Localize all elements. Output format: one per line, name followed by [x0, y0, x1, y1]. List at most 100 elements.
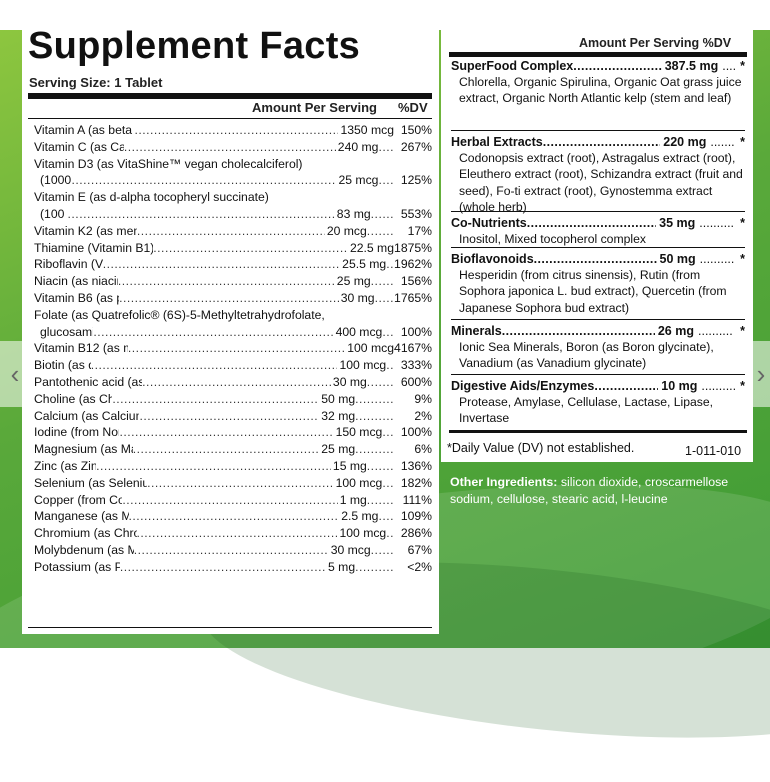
blend-ingredients: Codonopsis extract (root), Astragalus ex… — [459, 151, 743, 214]
blend-name: Digestive Aids/Enzymes — [451, 379, 595, 393]
blend-section: Bioflavonoids 50 mg.......... * Hesperidin … — [451, 251, 745, 316]
nutrient-name: (1000 IU) — [40, 173, 72, 188]
leader-dots-short: .......... — [355, 391, 394, 406]
blend-heading: Digestive Aids/Enzymes 10 mg..........* — [451, 378, 745, 394]
leader-dots-short: .......... — [355, 442, 394, 457]
right-bottom-divider — [449, 430, 747, 433]
leader-dots-short: .. — [386, 358, 394, 373]
section-divider — [451, 374, 745, 375]
nutrient-dv: 156% — [400, 274, 432, 289]
blend-amount: 26 mg — [657, 324, 694, 338]
blend-ingredients: Chlorella, Organic Spirulina, Organic Oa… — [459, 75, 742, 106]
leader-dots-short: .......... — [698, 324, 733, 338]
leader-dots-short: ...... — [370, 542, 394, 557]
leader-dots-short: ..... — [374, 290, 394, 305]
nutrient-row: Vitamin B6 (as pyridoxine HCl) 30 mg.....… — [34, 290, 432, 307]
thick-divider — [28, 93, 432, 99]
leader-dots-short: .... — [722, 59, 737, 73]
nutrient-row: Chromium (as Chromium polynicotinate) 100… — [34, 525, 432, 542]
nutrient-row: Vitamin E (as d-alpha tocopheryl succina… — [34, 189, 432, 206]
nutrient-row: Potassium (as Potassium citrate) 5 mg....… — [34, 559, 432, 576]
previous-image-button[interactable]: ‹ — [0, 341, 30, 407]
dv-header: %DV — [398, 100, 428, 115]
blend-amount: 220 mg — [663, 135, 707, 149]
blend-section: Herbal Extracts 220 mg....... * Codonopsis … — [451, 134, 745, 215]
blend-section: Digestive Aids/Enzymes 10 mg..........* Pr… — [451, 378, 745, 427]
nutrient-name: Vitamin K2 (as menaquinone-7)(VitaMK7®) — [34, 223, 137, 238]
leader-dots-short: .... — [378, 509, 394, 524]
nutrient-row: Manganese (as Manganese citrate) 2.5 mg..… — [34, 508, 432, 525]
amount-per-serving-header: Amount Per Serving — [252, 100, 377, 115]
nutrient-amount: 100 mcg — [347, 341, 394, 356]
nutrient-row: Folate (as Quatrefolic® (6S)-5-Methyltet… — [34, 307, 432, 324]
leader-dots-short: .. — [386, 526, 394, 541]
nutrient-dv: 125% — [400, 173, 432, 188]
leader-dots-short: ... — [382, 324, 394, 339]
nutrient-amount: 1 mg — [339, 492, 367, 507]
leader-dots — [119, 424, 333, 441]
leader-dots-short: .......... — [355, 559, 394, 574]
nutrient-amount: 25.5 mg — [342, 257, 387, 272]
leader-dots — [119, 290, 339, 307]
nutrient-row: Magnesium (as Magnesium oxide, citrate) 2… — [34, 441, 432, 458]
nutrient-amount: 400 mcg — [335, 324, 383, 339]
nutrient-amount: 240 mg — [337, 139, 379, 154]
nutrient-amount: 32 mg — [321, 408, 356, 423]
nutrient-amount: 1350 mcg — [340, 123, 394, 137]
nutrient-dv: 6% — [414, 442, 432, 457]
nutrient-row: glucosamine salt) 400 mcg... 100% — [34, 324, 432, 341]
nutrient-dv: 333% — [400, 358, 432, 373]
nutrient-dv: 4167% — [394, 341, 432, 356]
leader-dots-short: .. — [386, 257, 394, 272]
leader-dots — [139, 408, 319, 425]
nutrient-row: Selenium (as Selenium l-methyl selenocys… — [34, 475, 432, 492]
nutrient-name: Folate (as Quatrefolic® (6S)-5-Methyltet… — [34, 307, 325, 322]
nutrient-row: Pantothenic acid (as d-calcium pantothen… — [34, 374, 432, 391]
nutrient-amount: 15 mg — [332, 458, 367, 473]
nutrient-dv: 100% — [400, 324, 432, 339]
nutrient-row: Iodine (from North Atlantic kelp) 150 mcg… — [34, 424, 432, 441]
nutrient-name: Biotin (as d-biotin) — [34, 358, 91, 373]
section-divider — [451, 319, 745, 320]
nutrient-row: Copper (from Copper gluconate) 1 mg......… — [34, 492, 432, 509]
blend-heading: Minerals 26 mg.......... * — [451, 323, 745, 339]
nutrient-name: Iodine (from North Atlantic kelp) — [34, 425, 119, 440]
nutrient-dv: 109% — [400, 509, 432, 524]
other-ingredients-label: Other Ingredients: — [450, 475, 558, 489]
nutrient-row: Biotin (as d-biotin) 100 mcg.. 333% — [34, 357, 432, 374]
leader-dots-short: .... — [378, 139, 394, 154]
blend-section: Minerals 26 mg.......... * Ionic Sea Minera… — [451, 323, 745, 372]
supplement-facts-title: Supplement Facts — [28, 25, 361, 67]
serving-size: Serving Size: 1 Tablet — [29, 75, 163, 90]
nutrient-name: Niacin (as niacin, niacinamide) — [34, 274, 118, 289]
nutrient-dv: 100% — [400, 425, 432, 440]
next-image-button[interactable]: › — [746, 341, 770, 407]
nutrient-dv: 111% — [402, 492, 432, 507]
leader-dots — [124, 139, 336, 156]
nutrient-name: Vitamin D3 (as VitaShine™ vegan cholecal… — [34, 156, 303, 171]
nutrient-amount: 100 mcg — [339, 526, 387, 541]
nutrient-dv: 182% — [400, 475, 432, 490]
leader-dots — [134, 122, 338, 139]
nutrient-name: Copper (from Copper gluconate) — [34, 492, 123, 507]
supplement-facts-right-panel: Amount Per Serving %DV SuperFood Complex… — [441, 30, 753, 462]
other-ingredients-text: silicon dioxide, croscarmellose sodium, … — [450, 475, 729, 506]
blend-dv: * — [740, 379, 745, 393]
nutrient-amount: 30 mg — [340, 290, 375, 305]
leader-dots-short: ...... — [370, 274, 394, 289]
nutrient-dv: 1875% — [394, 240, 432, 255]
leader-dots — [142, 374, 331, 391]
nutrient-row: (1000 IU) 25 mcg.... 125% — [34, 172, 432, 189]
leader-dots — [137, 223, 325, 240]
blend-amount: 10 mg — [661, 379, 698, 393]
blend-dv: * — [740, 135, 745, 149]
leader-dots — [147, 475, 333, 492]
nutrient-amount: 25 mg — [321, 442, 356, 457]
nutrient-dv: 600% — [400, 374, 432, 389]
nutrient-amount: 100 mcg — [335, 475, 383, 490]
nutrient-name: Calcium (as Calcium ascorbate, pantothen… — [34, 408, 139, 423]
leader-dots — [133, 441, 320, 458]
nutrient-row: Calcium (as Calcium ascorbate, pantothen… — [34, 408, 432, 425]
nutrient-dv: <2% — [407, 559, 432, 574]
blend-section: SuperFood Complex 387.5 mg....* Chlorella,… — [451, 58, 745, 107]
